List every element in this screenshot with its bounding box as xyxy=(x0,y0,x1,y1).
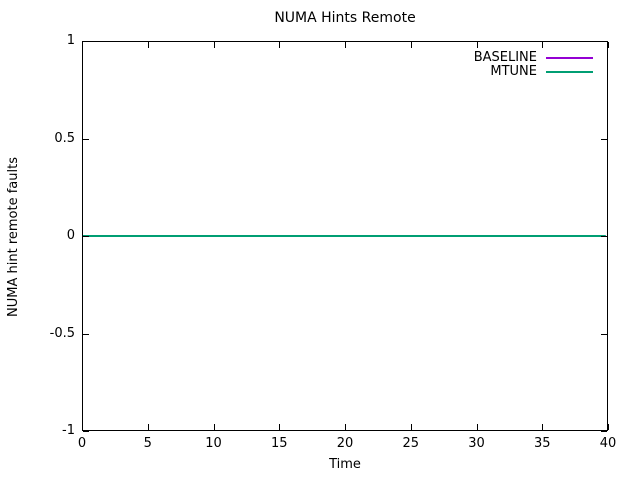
y-tick-mark-mirror xyxy=(601,333,607,335)
x-tick-mark xyxy=(213,424,215,430)
x-tick-mark xyxy=(608,424,609,430)
y-tick-mark xyxy=(83,138,89,140)
series-lines xyxy=(83,235,606,237)
y-tick-mark xyxy=(83,431,89,432)
y-tick-mark xyxy=(83,333,89,335)
y-tick-mark xyxy=(83,41,89,42)
x-tick-mark xyxy=(410,424,412,430)
y-tick-mark-mirror xyxy=(601,236,607,237)
legend-line-sample xyxy=(546,57,593,59)
x-tick-label: 35 xyxy=(533,436,551,451)
x-tick-mark xyxy=(279,424,281,430)
x-tick-label: 0 xyxy=(77,436,87,451)
x-tick-mark-mirror xyxy=(82,42,83,48)
x-tick-mark xyxy=(147,424,149,430)
x-tick-mark-mirror xyxy=(147,42,149,48)
x-tick-label: 25 xyxy=(402,436,420,451)
y-tick-mark xyxy=(83,236,89,237)
x-tick-label: 30 xyxy=(468,436,485,451)
x-tick-mark xyxy=(82,424,83,430)
x-tick-mark-mirror xyxy=(608,42,609,48)
y-tick-mark-mirror xyxy=(601,431,607,432)
legend: BASELINE MTUNE xyxy=(474,51,593,79)
x-tick-label: 5 xyxy=(143,436,152,451)
x-tick-mark xyxy=(476,424,478,430)
x-tick-label: 40 xyxy=(599,436,617,451)
y-tick-label: -1 xyxy=(62,423,75,438)
plot-area: BASELINE MTUNE xyxy=(82,41,609,432)
legend-entry-mtune: MTUNE xyxy=(474,65,593,79)
y-tick-label: 0 xyxy=(66,228,75,243)
x-tick-mark xyxy=(542,424,544,430)
x-tick-mark-mirror xyxy=(345,42,346,48)
y-tick-label: -0.5 xyxy=(49,325,75,341)
legend-label: MTUNE xyxy=(490,64,537,79)
y-tick-mark-mirror xyxy=(601,41,607,42)
x-tick-label: 15 xyxy=(270,436,288,451)
x-tick-label: 20 xyxy=(336,436,354,451)
y-tick-label: 0.5 xyxy=(54,130,75,146)
x-tick-mark xyxy=(345,424,346,430)
x-tick-label: 10 xyxy=(205,436,222,451)
legend-line-sample xyxy=(546,71,593,73)
x-tick-mark-mirror xyxy=(542,42,544,48)
x-tick-mark-mirror xyxy=(279,42,281,48)
x-tick-mark-mirror xyxy=(213,42,215,48)
y-tick-label: 1 xyxy=(66,33,75,48)
x-tick-mark-mirror xyxy=(476,42,478,48)
x-tick-mark-mirror xyxy=(410,42,412,48)
y-tick-mark-mirror xyxy=(601,138,607,140)
x-axis-label: Time xyxy=(329,457,361,472)
legend-entry-baseline: BASELINE xyxy=(474,51,593,65)
legend-label: BASELINE xyxy=(473,50,537,65)
chart-title: NUMA Hints Remote xyxy=(274,10,416,26)
